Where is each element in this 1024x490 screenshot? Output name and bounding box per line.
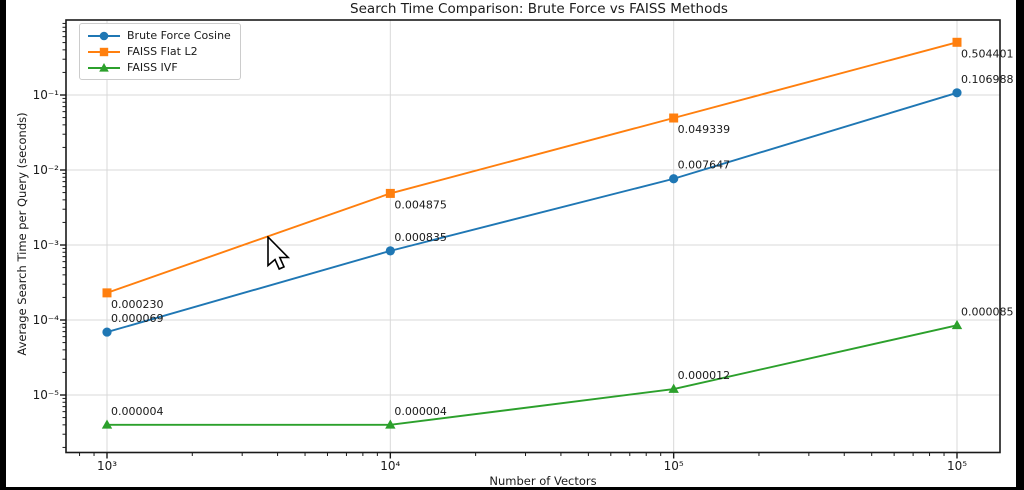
data-point-label: 0.007647 xyxy=(678,159,731,172)
data-point-label: 0.000069 xyxy=(111,312,164,325)
data-point-label: 0.106988 xyxy=(961,73,1014,86)
chart-title: Search Time Comparison: Brute Force vs F… xyxy=(350,1,728,17)
legend-marker-square-icon xyxy=(88,47,120,56)
data-point-label: 0.000012 xyxy=(678,369,731,382)
y-tick-label: 10⁻⁵ xyxy=(33,388,60,402)
data-point-label: 0.504401 xyxy=(961,47,1014,60)
series-line-faiss-flat-l2 xyxy=(106,41,958,294)
data-point-label: 0.000004 xyxy=(394,405,447,418)
legend-label: FAISS IVF xyxy=(127,61,178,74)
y-tick-label: 10⁻¹ xyxy=(33,88,60,102)
data-point-marker-circle xyxy=(102,327,112,337)
x-tick-label: 10⁵ xyxy=(947,459,967,473)
mouse-cursor xyxy=(267,236,291,271)
plot-area: 10³ 10⁴ 10⁵ 10⁵ 10⁻¹ 10⁻² 10⁻³ 10⁻⁴ 10⁻⁵ 0.000069… xyxy=(6,0,1016,487)
data-point-marker-triangle xyxy=(101,419,113,429)
data-point-marker-triangle xyxy=(385,419,396,429)
data-point-marker-square xyxy=(952,37,962,47)
x-axis-label: Number of Vectors xyxy=(489,474,597,488)
data-point-label: 0.000230 xyxy=(111,298,164,311)
data-point-label: 0.000085 xyxy=(961,305,1014,318)
x-tick-label: 10⁴ xyxy=(380,459,400,473)
data-point-marker-circle xyxy=(669,174,679,184)
y-axis-label: Average Search Time per Query (seconds) xyxy=(15,112,29,356)
chart-figure: 10³ 10⁴ 10⁵ 10⁵ 10⁻¹ 10⁻² 10⁻³ 10⁻⁴ 10⁻⁵ 0.000069… xyxy=(6,0,1016,488)
cursor-arrow-icon xyxy=(267,236,291,271)
series-line-faiss-ivf xyxy=(107,324,958,426)
legend-item: Brute Force Cosine xyxy=(87,29,231,42)
data-point-label: 0.000835 xyxy=(394,231,447,244)
x-tick-label: 10⁵ xyxy=(664,459,684,473)
data-point-marker-triangle xyxy=(668,383,679,393)
data-point-marker-triangle xyxy=(951,319,963,330)
y-tick-label: 10⁻⁴ xyxy=(33,313,60,327)
data-point-label: 0.000004 xyxy=(111,405,164,418)
legend-box: Brute Force Cosine FAISS Flat L2 FAISS IVF xyxy=(79,23,241,80)
data-point-label: 0.004875 xyxy=(394,198,447,211)
data-point-marker-circle xyxy=(952,88,962,98)
data-point-marker-circle xyxy=(385,246,395,256)
legend-item: FAISS IVF xyxy=(87,61,231,74)
figure-background xyxy=(6,0,1016,487)
legend-label: FAISS Flat L2 xyxy=(127,45,198,58)
data-point-marker-square xyxy=(669,113,679,123)
axes-spines xyxy=(65,19,1001,454)
y-tick-label: 10⁻² xyxy=(33,163,60,177)
data-point-marker-square xyxy=(385,188,395,198)
legend-marker-circle-icon xyxy=(88,31,120,40)
x-tick-label: 10³ xyxy=(97,459,117,473)
y-tick-label: 10⁻³ xyxy=(33,238,60,252)
legend-item: FAISS Flat L2 xyxy=(87,45,231,58)
data-point-label: 0.049339 xyxy=(678,123,731,136)
legend-label: Brute Force Cosine xyxy=(127,29,231,42)
legend-marker-triangle-icon xyxy=(88,62,120,72)
series-line-brute-force-cosine xyxy=(106,91,958,333)
data-point-marker-square xyxy=(102,288,112,298)
